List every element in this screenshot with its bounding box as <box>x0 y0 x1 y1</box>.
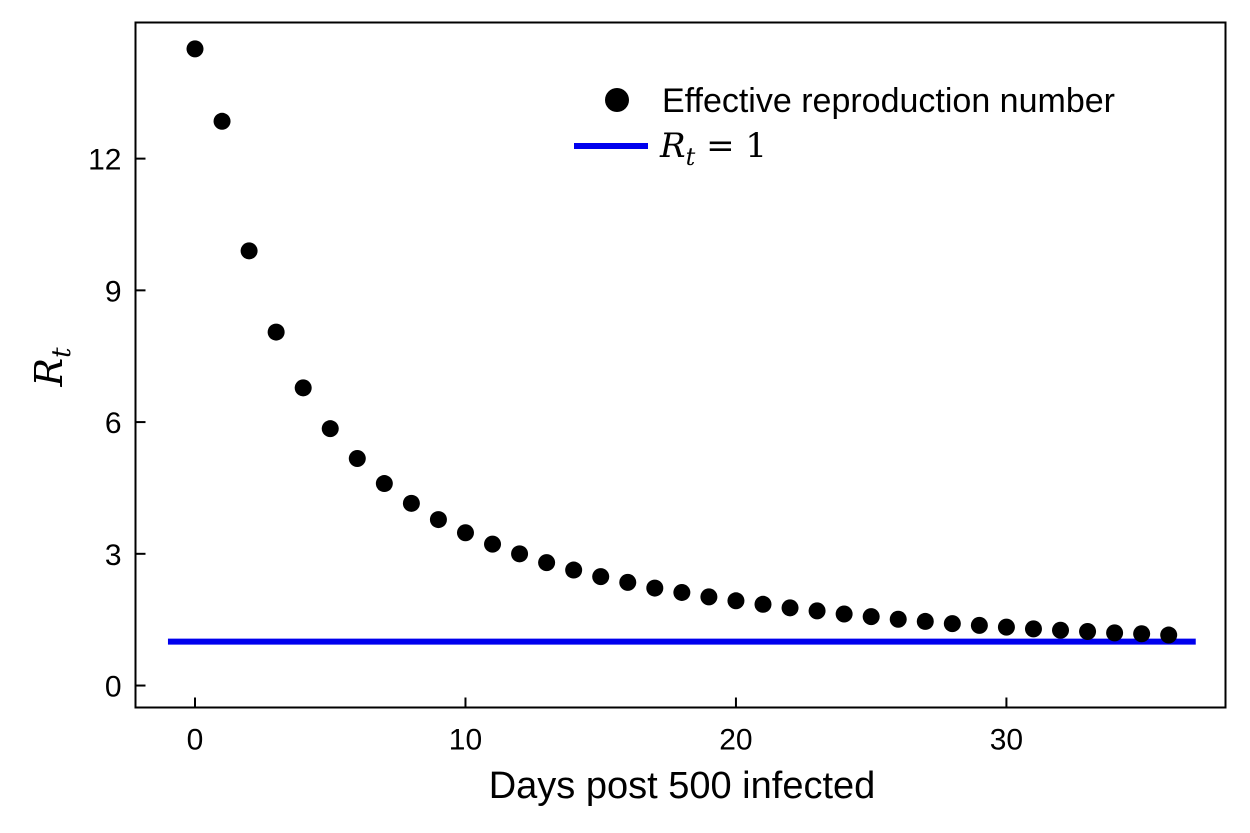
x-tick-label: 0 <box>187 724 204 757</box>
plot-marks <box>167 40 1196 645</box>
y-tick-label: 0 <box>105 671 122 704</box>
data-point <box>1024 620 1042 638</box>
y-tick-label: 3 <box>105 539 122 572</box>
data-point <box>916 612 934 630</box>
data-point <box>592 568 610 586</box>
data-point <box>754 595 772 613</box>
data-point <box>1079 623 1097 641</box>
x-axis-ticks: 0 10 20 30 <box>187 697 1023 757</box>
y-tick-label: 9 <box>105 275 122 308</box>
data-point <box>1133 625 1151 643</box>
legend-line-symbol: R <box>659 126 686 166</box>
data-point <box>619 573 637 591</box>
data-point <box>808 602 826 620</box>
data-point <box>835 605 853 623</box>
data-point <box>1160 626 1178 644</box>
data-point <box>429 511 447 529</box>
data-point <box>213 112 231 130</box>
data-point <box>484 535 502 553</box>
data-point <box>240 242 258 260</box>
data-point <box>1052 621 1070 639</box>
data-point <box>646 579 664 597</box>
legend-label-line: Rt = 1 <box>659 126 767 171</box>
data-point <box>781 599 799 617</box>
data-point <box>673 583 691 601</box>
y-tick-label: 6 <box>105 407 122 440</box>
data-point <box>970 616 988 634</box>
x-tick-label: 20 <box>719 724 752 757</box>
legend-line-rest: = 1 <box>695 126 767 166</box>
legend: Effective reproduction number Rt = 1 <box>574 82 1115 171</box>
y-axis-title-symbol: R <box>27 358 71 388</box>
data-point <box>402 494 420 512</box>
data-point <box>1106 624 1124 642</box>
data-point <box>727 592 745 610</box>
data-point <box>889 610 907 628</box>
y-axis-title: Rt <box>27 347 77 388</box>
data-point <box>267 323 285 341</box>
data-point <box>294 379 312 397</box>
legend-line-subscript: t <box>686 143 696 171</box>
x-axis-title: Days post 500 infected <box>489 765 876 807</box>
data-point <box>186 40 204 58</box>
y-axis-ticks: 0 3 6 9 12 <box>88 144 146 704</box>
data-point <box>348 450 366 468</box>
data-point <box>943 615 961 633</box>
x-tick-label: 10 <box>449 724 482 757</box>
data-point <box>997 618 1015 636</box>
data-point <box>456 524 474 542</box>
data-point <box>511 545 529 563</box>
data-point <box>700 588 718 606</box>
plot-frame <box>134 21 1227 709</box>
data-point <box>565 561 583 579</box>
y-tick-label: 12 <box>88 144 121 177</box>
y-axis-title-subscript: t <box>47 347 77 358</box>
x-tick-label: 30 <box>990 724 1023 757</box>
data-point <box>538 554 556 572</box>
data-point <box>321 420 339 438</box>
data-point <box>862 608 880 626</box>
legend-label-points: Effective reproduction number <box>662 82 1115 120</box>
svg-text:Rt: Rt <box>27 347 77 388</box>
data-point <box>375 475 393 493</box>
legend-marker-points <box>605 88 629 112</box>
